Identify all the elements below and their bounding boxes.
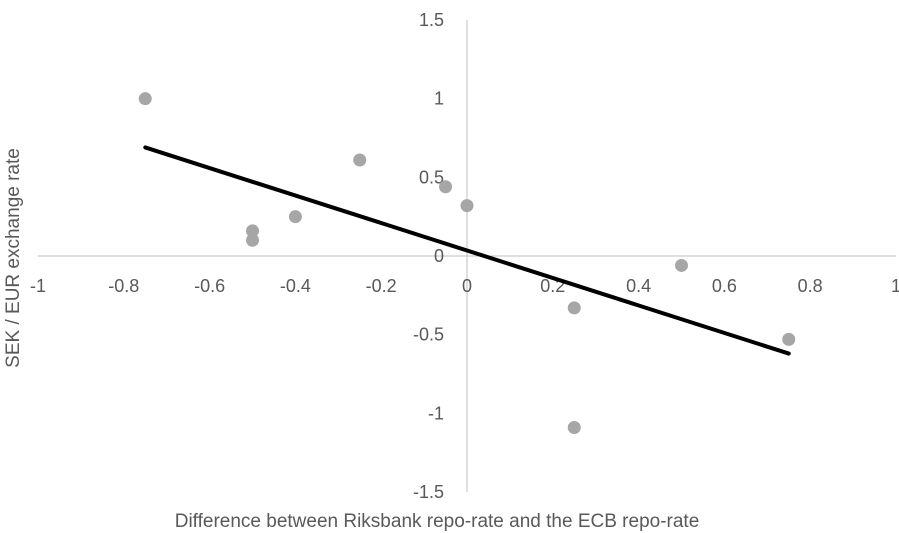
x-tick-label: -0.6 bbox=[194, 276, 225, 296]
y-axis-title: SEK / EUR exchange rate bbox=[3, 148, 24, 368]
x-axis-title: Difference between Riksbank repo-rate an… bbox=[175, 511, 700, 532]
x-tick-label: -0.2 bbox=[366, 276, 397, 296]
x-tick-label: -0.8 bbox=[108, 276, 139, 296]
y-tick-label: 0 bbox=[434, 246, 444, 266]
x-tick-label: 1 bbox=[891, 276, 899, 296]
y-tick-label: 1.5 bbox=[419, 10, 444, 30]
y-tick-label: -0.5 bbox=[413, 325, 444, 345]
data-point bbox=[353, 153, 367, 167]
data-point bbox=[567, 420, 581, 434]
x-tick-label: 0 bbox=[462, 276, 472, 296]
y-tick-label: 1 bbox=[434, 89, 444, 109]
data-point bbox=[246, 224, 259, 238]
x-tick-labels: -1 -0.8 -0.6 -0.4 -0.2 0 0.2 0.4 0.6 0.8 1 bbox=[30, 276, 899, 296]
y-tick-label: 0.5 bbox=[419, 167, 444, 187]
data-points bbox=[138, 92, 796, 434]
data-point bbox=[439, 180, 453, 194]
y-tick-label: -1 bbox=[428, 403, 444, 423]
x-tick-label: 0.4 bbox=[626, 276, 651, 296]
data-point bbox=[675, 258, 688, 272]
data-point bbox=[782, 332, 796, 346]
axes bbox=[38, 20, 896, 492]
trendline-layer bbox=[143, 145, 791, 356]
x-tick-label: 0.8 bbox=[798, 276, 823, 296]
data-point bbox=[288, 210, 302, 224]
data-point bbox=[138, 92, 152, 106]
data-point bbox=[567, 301, 581, 315]
x-tick-label: 0.6 bbox=[712, 276, 737, 296]
data-point bbox=[246, 233, 259, 247]
x-tick-label: -1 bbox=[30, 276, 46, 296]
y-tick-label: -1.5 bbox=[413, 482, 444, 502]
y-tick-labels: -1.5 -1 -0.5 0 0.5 1 1.5 bbox=[413, 10, 444, 502]
data-point bbox=[460, 199, 474, 213]
x-tick-label: -0.4 bbox=[280, 276, 311, 296]
trendline bbox=[143, 145, 791, 356]
